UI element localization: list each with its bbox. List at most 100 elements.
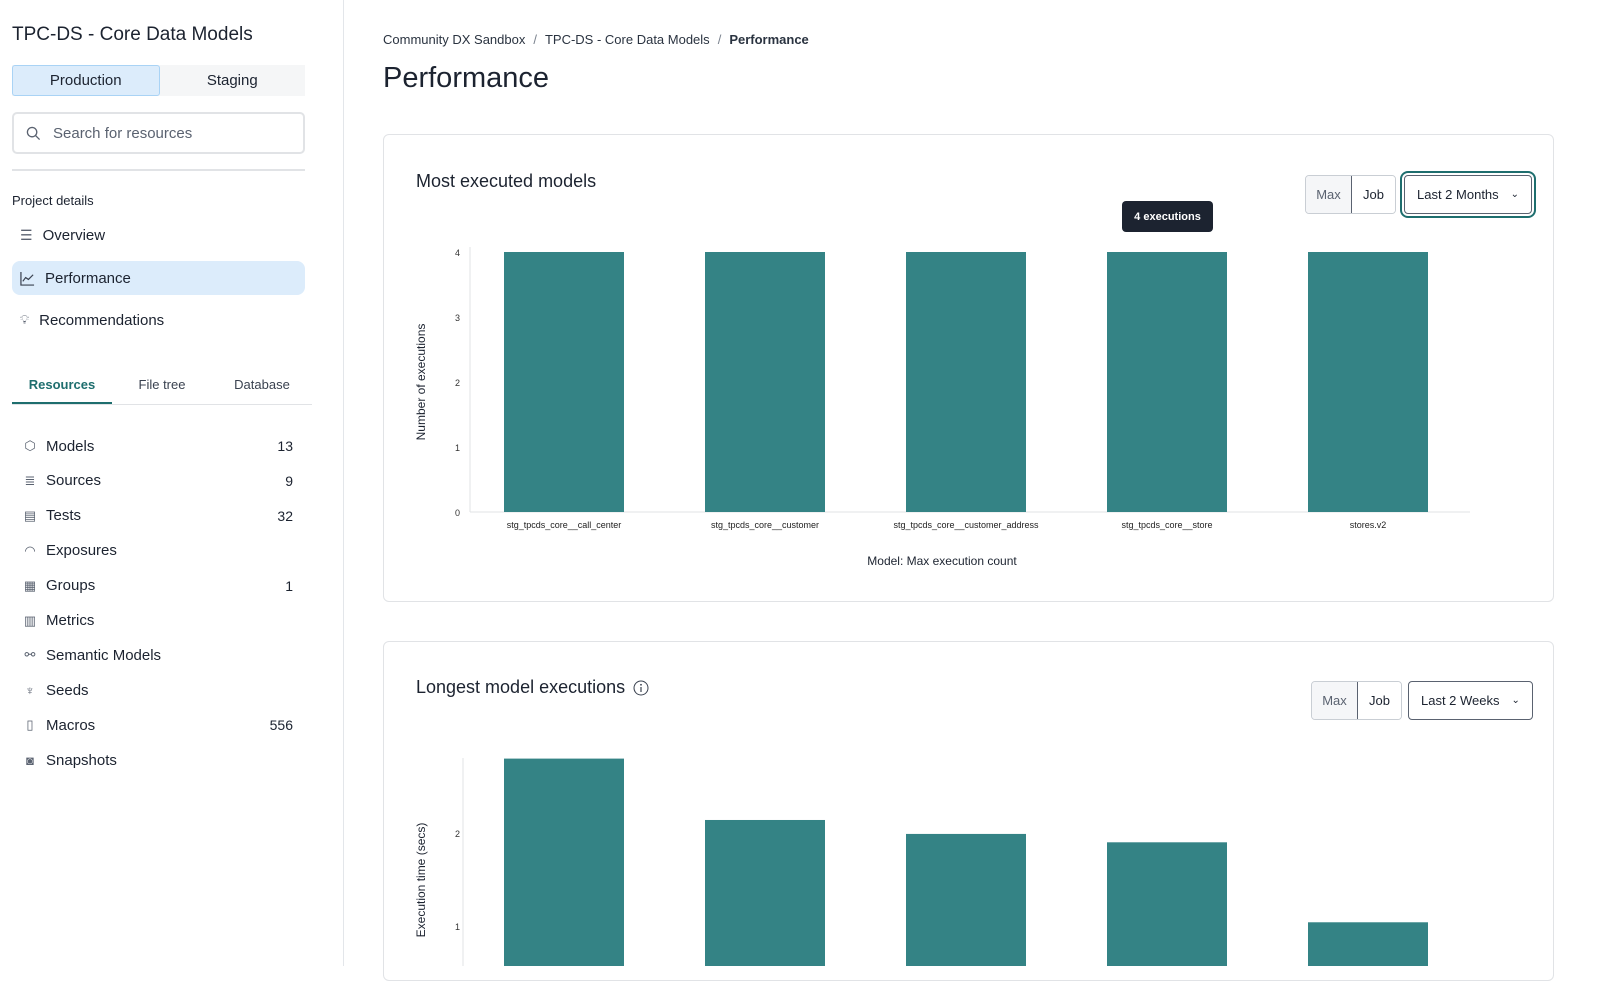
dropdown-value: Last 2 Months xyxy=(1417,187,1499,202)
job-button[interactable]: Job xyxy=(1357,682,1401,719)
resource-item-tests[interactable]: ▤ Tests 32 xyxy=(20,501,293,531)
y-tick-label: 2 xyxy=(455,829,460,839)
seedling-icon: ♆ xyxy=(25,682,35,698)
max-job-toggle: Max Job xyxy=(1305,175,1396,214)
resource-label: Semantic Models xyxy=(46,646,162,664)
env-tab-production[interactable]: Production xyxy=(12,65,160,96)
chevron-down-icon: ⌄ xyxy=(1510,189,1520,200)
chevron-down-icon: ⌄ xyxy=(1511,695,1520,706)
nav-overview[interactable]: ☰ Overview xyxy=(12,218,305,252)
date-range-dropdown[interactable]: Last 2 Weeks ⌄ xyxy=(1408,681,1533,720)
resource-item-semantic-models[interactable]: ⚯ Semantic Models xyxy=(20,640,293,670)
env-tab-staging[interactable]: Staging xyxy=(206,72,258,89)
nav-performance[interactable]: Performance xyxy=(12,261,305,295)
x-tick-label: stores.v2 xyxy=(1350,520,1387,530)
resource-item-exposures[interactable]: ◠ Exposures xyxy=(20,536,293,566)
search-input[interactable]: Search for resources xyxy=(12,112,305,154)
tab-database[interactable]: Database xyxy=(234,377,290,392)
resource-label: Macros xyxy=(46,716,96,734)
clipboard-icon: ▤ xyxy=(23,507,37,523)
gauge-icon: ◠ xyxy=(24,542,36,558)
most-executed-chart: 0 1 2 3 4 stg_tpcds_core__call_center stg_tpcd… xyxy=(414,247,1470,568)
breadcrumb-link[interactable]: Community DX Sandbox xyxy=(383,32,526,47)
list-icon: ☰ xyxy=(20,226,33,243)
bar-chart-icon: ▥ xyxy=(23,612,37,628)
breadcrumb: Community DX Sandbox / TPC-DS - Core Data… xyxy=(383,32,809,47)
resource-label: Groups xyxy=(46,577,96,595)
dropdown-value: Last 2 Weeks xyxy=(1421,693,1500,708)
resource-label: Sources xyxy=(46,472,102,490)
bar xyxy=(1107,252,1227,512)
breadcrumb-current: Performance xyxy=(729,32,809,47)
y-tick-label: 1 xyxy=(455,443,460,453)
resource-item-metrics[interactable]: ▥ Metrics xyxy=(20,606,293,636)
y-tick-label: 3 xyxy=(455,313,460,323)
cube-icon: ⬡ xyxy=(24,438,36,453)
file-icon: ▯ xyxy=(26,717,34,733)
resource-count: 13 xyxy=(277,438,293,454)
y-axis-label: Number of executions xyxy=(414,324,428,441)
card-title: Most executed models xyxy=(416,171,597,191)
breadcrumb-separator: / xyxy=(717,32,722,47)
resource-item-macros[interactable]: ▯ Macros 556 xyxy=(20,710,293,740)
resource-item-seeds[interactable]: ♆ Seeds xyxy=(20,675,293,705)
info-icon[interactable] xyxy=(633,680,649,696)
database-icon: ≣ xyxy=(24,472,36,488)
breadcrumb-link[interactable]: TPC-DS - Core Data Models xyxy=(544,32,710,47)
y-tick-label: 2 xyxy=(455,378,460,388)
nav-recommendations[interactable]: 💡︎ Recommendations xyxy=(12,303,305,337)
camera-icon: ◙ xyxy=(26,752,34,768)
resource-item-groups[interactable]: ▦ Groups 1 xyxy=(20,571,293,601)
y-axis-label: Execution time (secs) xyxy=(414,823,428,938)
lightbulb-icon: 💡︎ xyxy=(20,312,30,327)
resource-label: Seeds xyxy=(46,681,89,699)
x-tick-label: stg_tpcds_core__call_center xyxy=(507,520,622,530)
resource-item-models[interactable]: ⬡ Models 13 xyxy=(20,431,293,461)
bar xyxy=(504,758,624,966)
resource-label: Models xyxy=(46,437,95,455)
y-tick-label: 1 xyxy=(455,922,460,932)
line-chart-icon xyxy=(20,271,35,286)
x-tick-label: stg_tpcds_core__customer xyxy=(711,520,819,530)
divider xyxy=(12,169,305,171)
resource-label: Tests xyxy=(46,507,82,525)
search-placeholder: Search for resources xyxy=(53,124,193,142)
y-tick-label: 4 xyxy=(455,248,460,258)
bar xyxy=(705,819,825,966)
resource-label: Exposures xyxy=(46,542,117,560)
page-title: Performance xyxy=(383,62,550,94)
resource-item-sources[interactable]: ≣ Sources 9 xyxy=(20,466,293,496)
grid-icon: ▦ xyxy=(23,577,37,593)
resource-item-snapshots[interactable]: ◙ Snapshots xyxy=(20,745,293,775)
max-job-toggle: Max Job xyxy=(1311,681,1402,720)
date-range-dropdown[interactable]: Last 2 Months ⌄ xyxy=(1404,175,1533,214)
x-tick-label: stg_tpcds_core__customer_address xyxy=(893,520,1039,530)
tab-resources[interactable]: Resources xyxy=(12,370,112,404)
project-title: TPC-DS - Core Data Models xyxy=(12,24,253,45)
bar xyxy=(906,252,1026,512)
job-button[interactable]: Job xyxy=(1351,176,1395,213)
x-tick-label: stg_tpcds_core__store xyxy=(1121,520,1212,530)
nav-label: Overview xyxy=(42,226,106,244)
bar xyxy=(906,833,1026,966)
card-title: Longest model executions xyxy=(416,677,649,698)
tab-file-tree[interactable]: File tree xyxy=(138,377,186,392)
bar xyxy=(1107,842,1227,966)
resource-count: 1 xyxy=(285,577,293,594)
resource-label: Metrics xyxy=(46,612,95,629)
environment-toggle: Production Staging xyxy=(12,65,305,96)
max-button[interactable]: Max xyxy=(1312,682,1357,719)
max-button[interactable]: Max xyxy=(1306,176,1351,213)
search-icon xyxy=(26,126,41,140)
card-title-text: Longest model executions xyxy=(416,677,626,697)
project-details-label: Project details xyxy=(12,193,94,208)
bar xyxy=(504,252,624,512)
chart-tooltip: 4 executions xyxy=(1122,201,1213,232)
x-axis-label: Model: Max execution count xyxy=(867,554,1017,568)
resource-count: 9 xyxy=(285,472,293,489)
nodes-icon: ⚯ xyxy=(24,647,36,663)
bar xyxy=(1308,922,1428,966)
resource-label: Snapshots xyxy=(46,751,117,769)
nav-label: Recommendations xyxy=(39,311,165,329)
nav-label: Performance xyxy=(45,269,131,287)
